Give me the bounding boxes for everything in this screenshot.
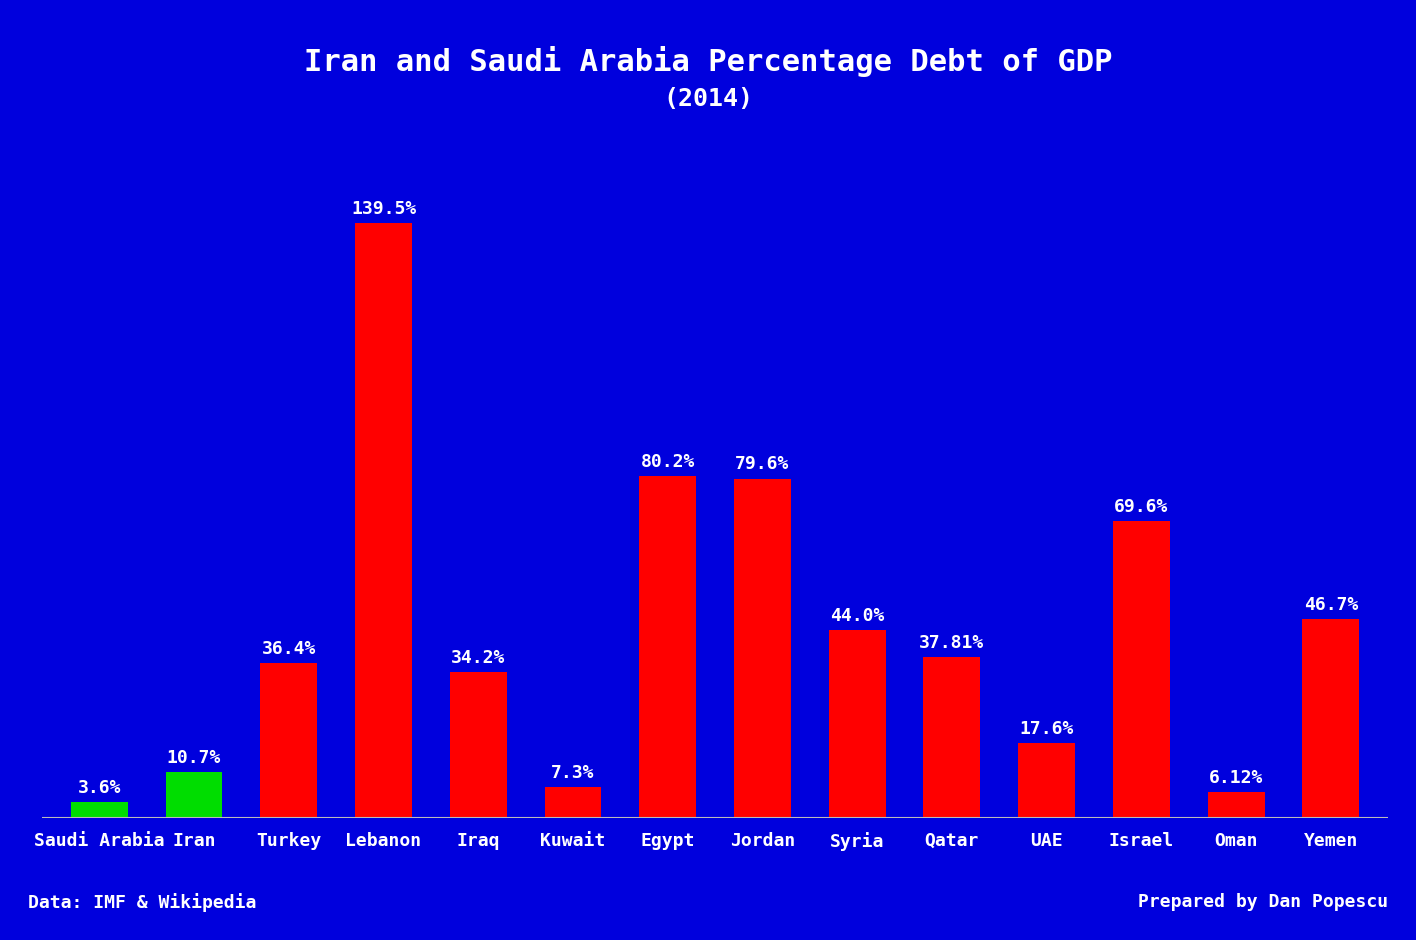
Text: Data: IMF & Wikipedia: Data: IMF & Wikipedia [28, 893, 256, 912]
Text: 139.5%: 139.5% [351, 200, 416, 218]
Bar [261, 663, 317, 818]
Bar [1113, 521, 1170, 818]
Text: 10.7%: 10.7% [167, 749, 221, 767]
Text: 69.6%: 69.6% [1114, 498, 1168, 516]
Bar [450, 672, 507, 818]
Bar [545, 787, 602, 818]
Text: (2014): (2014) [663, 86, 753, 111]
Bar [733, 478, 792, 818]
Text: 17.6%: 17.6% [1020, 720, 1073, 738]
Text: 7.3%: 7.3% [551, 763, 595, 781]
Bar [71, 803, 127, 818]
Text: Prepared by Dan Popescu: Prepared by Dan Popescu [1137, 893, 1388, 912]
Bar [355, 224, 412, 818]
Text: 46.7%: 46.7% [1304, 596, 1358, 614]
Text: Iran and Saudi Arabia Percentage Debt of GDP: Iran and Saudi Arabia Percentage Debt of… [304, 46, 1112, 76]
Bar [1208, 791, 1264, 818]
Text: 3.6%: 3.6% [78, 779, 122, 797]
Text: 79.6%: 79.6% [735, 456, 790, 474]
Text: 37.81%: 37.81% [919, 634, 984, 651]
Bar [166, 772, 222, 818]
Text: 44.0%: 44.0% [830, 607, 885, 625]
Text: 6.12%: 6.12% [1209, 769, 1263, 787]
Text: 36.4%: 36.4% [262, 639, 316, 658]
Bar [923, 657, 980, 818]
Text: 80.2%: 80.2% [640, 453, 695, 471]
Bar [1303, 619, 1359, 818]
Bar [828, 631, 885, 818]
Text: 34.2%: 34.2% [452, 649, 506, 667]
Bar [639, 476, 697, 818]
Bar [1018, 743, 1075, 818]
